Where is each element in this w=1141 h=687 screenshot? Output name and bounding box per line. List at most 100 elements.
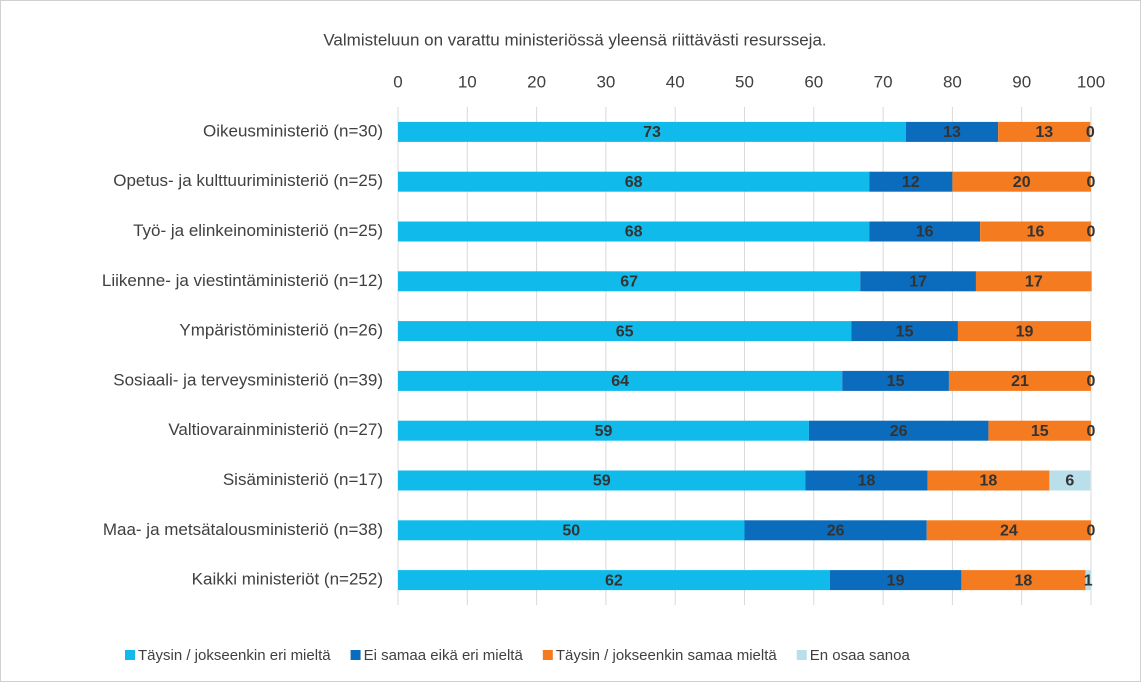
legend-label: Ei samaa eikä eri mieltä bbox=[364, 647, 524, 664]
bar-segment bbox=[952, 171, 1091, 192]
x-tick-label: 50 bbox=[735, 72, 754, 91]
value-label: 12 bbox=[902, 174, 920, 191]
bar-segment bbox=[842, 370, 949, 391]
value-label: 16 bbox=[1027, 224, 1045, 241]
value-label: 64 bbox=[611, 373, 629, 390]
x-tick-label: 100 bbox=[1077, 72, 1105, 91]
bar-segment bbox=[398, 221, 870, 242]
y-tick-label: Maa- ja metsätalousministeriö (n=38) bbox=[103, 520, 383, 539]
value-label: 0 bbox=[1087, 174, 1096, 191]
bar-segment bbox=[398, 271, 861, 292]
bar-segment bbox=[869, 221, 981, 242]
value-label: 18 bbox=[1015, 572, 1033, 589]
x-tick-label: 90 bbox=[1012, 72, 1031, 91]
value-label: 26 bbox=[827, 523, 845, 540]
y-tick-label: Työ- ja elinkeinoministeriö (n=25) bbox=[133, 221, 383, 240]
value-label: 16 bbox=[916, 224, 934, 241]
bar-segment bbox=[398, 321, 852, 342]
legend-swatch bbox=[350, 650, 361, 660]
bar-segment bbox=[1049, 470, 1091, 491]
value-label: 17 bbox=[909, 274, 927, 291]
bar-segment bbox=[808, 420, 989, 441]
value-label: 15 bbox=[1031, 423, 1049, 440]
bar-segment bbox=[398, 570, 830, 591]
value-label: 0 bbox=[1087, 373, 1096, 390]
value-label: 0 bbox=[1087, 423, 1096, 440]
bar-segment bbox=[398, 470, 806, 491]
value-label: 0 bbox=[1087, 523, 1096, 540]
y-tick-label: Ympäristöministeriö (n=26) bbox=[179, 321, 383, 340]
value-label: 20 bbox=[1013, 174, 1031, 191]
y-tick-label: Sisäministeriö (n=17) bbox=[223, 470, 383, 489]
x-tick-label: 70 bbox=[874, 72, 893, 91]
x-tick-label: 0 bbox=[393, 72, 402, 91]
value-label: 68 bbox=[625, 224, 643, 241]
bar-segment bbox=[398, 121, 906, 142]
legend-label: Täysin / jokseenkin eri mieltä bbox=[138, 647, 331, 664]
value-label: 18 bbox=[858, 473, 876, 490]
bar-segment bbox=[961, 570, 1086, 591]
bar-segment bbox=[926, 520, 1091, 541]
value-label: 21 bbox=[1011, 373, 1029, 390]
value-label: 17 bbox=[1025, 274, 1043, 291]
value-label: 15 bbox=[887, 373, 905, 390]
y-tick-label: Oikeusministeriö (n=30) bbox=[203, 121, 383, 140]
y-tick-label: Kaikki ministeriöt (n=252) bbox=[192, 570, 383, 589]
value-label: 6 bbox=[1065, 473, 1074, 490]
value-label: 73 bbox=[643, 124, 661, 141]
x-tick-label: 40 bbox=[666, 72, 685, 91]
legend-label: En osaa sanoa bbox=[810, 647, 911, 664]
bar-segment bbox=[927, 470, 1050, 491]
x-tick-label: 80 bbox=[943, 72, 962, 91]
value-label: 59 bbox=[593, 473, 611, 490]
x-tick-label: 20 bbox=[527, 72, 546, 91]
bar-segment bbox=[988, 420, 1091, 441]
y-tick-label: Liikenne- ja viestintäministeriö (n=12) bbox=[102, 271, 383, 290]
value-label: 13 bbox=[1035, 124, 1053, 141]
bar-segment bbox=[975, 271, 1092, 292]
bar-segment bbox=[851, 321, 958, 342]
bar-segment bbox=[957, 321, 1091, 342]
bar-segment bbox=[398, 520, 745, 541]
value-label: 62 bbox=[605, 572, 623, 589]
legend-label: Täysin / jokseenkin samaa mieltä bbox=[556, 647, 778, 664]
bar-segment bbox=[398, 370, 843, 391]
value-label: 59 bbox=[595, 423, 613, 440]
bar-segment bbox=[398, 171, 870, 192]
bar-segment bbox=[1085, 570, 1091, 591]
bar-segment bbox=[998, 121, 1091, 142]
value-label: 1 bbox=[1084, 572, 1093, 589]
value-label: 67 bbox=[620, 274, 638, 291]
x-tick-label: 30 bbox=[596, 72, 615, 91]
value-label: 26 bbox=[890, 423, 908, 440]
value-label: 65 bbox=[616, 323, 634, 340]
bar-segment bbox=[869, 171, 953, 192]
legend-swatch bbox=[542, 650, 553, 660]
legend-swatch bbox=[796, 650, 807, 660]
value-label: 50 bbox=[562, 523, 580, 540]
value-label: 19 bbox=[1016, 323, 1034, 340]
value-label: 0 bbox=[1086, 124, 1095, 141]
value-label: 13 bbox=[943, 124, 961, 141]
value-label: 19 bbox=[887, 572, 905, 589]
bar-segment bbox=[980, 221, 1091, 242]
bar-segment bbox=[905, 121, 999, 142]
value-label: 18 bbox=[980, 473, 998, 490]
bar-segment bbox=[860, 271, 976, 292]
bar-segment bbox=[829, 570, 962, 591]
value-label: 24 bbox=[1000, 523, 1018, 540]
legend-swatch bbox=[125, 650, 135, 660]
value-label: 68 bbox=[625, 174, 643, 191]
bar-segment bbox=[398, 420, 809, 441]
bar-segment bbox=[805, 470, 928, 491]
value-label: 0 bbox=[1087, 224, 1096, 241]
y-tick-label: Valtiovarainministeriö (n=27) bbox=[168, 420, 383, 439]
value-label: 15 bbox=[896, 323, 914, 340]
bar-segment bbox=[744, 520, 927, 541]
y-tick-label: Sosiaali- ja terveysministeriö (n=39) bbox=[113, 370, 383, 389]
y-tick-label: Opetus- ja kulttuuriministeriö (n=25) bbox=[113, 171, 383, 190]
x-tick-label: 10 bbox=[458, 72, 477, 91]
bar-segment bbox=[948, 370, 1091, 391]
x-tick-label: 60 bbox=[804, 72, 823, 91]
